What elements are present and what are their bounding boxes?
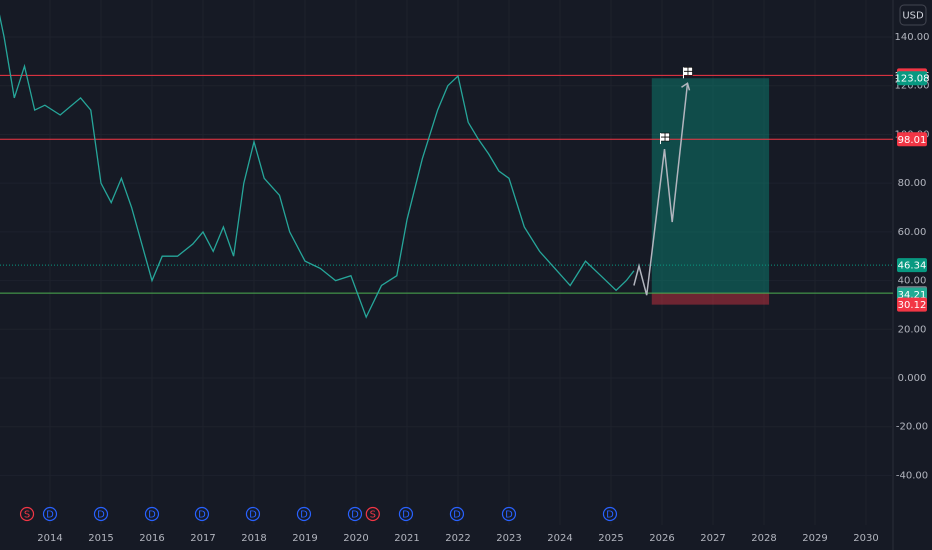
x-tick-label: 2023 — [496, 533, 521, 544]
y-tick-label: -20.00 — [896, 422, 928, 433]
projection — [633, 83, 689, 296]
y-tick-label: 0.000 — [898, 373, 927, 384]
y-tick-label: 80.00 — [898, 178, 927, 189]
event-label: D — [46, 510, 54, 521]
event-label: D — [402, 510, 410, 521]
event-label: D — [351, 510, 359, 521]
event-label: D — [148, 510, 156, 521]
x-tick-label: 2029 — [802, 533, 827, 544]
event-label: D — [505, 510, 513, 521]
x-tick-label: 2024 — [547, 533, 572, 544]
price-badge-label: 123.08 — [895, 74, 930, 85]
y-tick-label: 120.00 — [895, 81, 930, 92]
event-marker — [19, 506, 35, 522]
price-badge — [897, 71, 927, 86]
price-badge — [897, 258, 927, 273]
x-tick-label: 2030 — [853, 533, 878, 544]
event-marker — [296, 506, 312, 522]
x-tick-label: 2025 — [598, 533, 623, 544]
x-tick-label: 2027 — [700, 533, 725, 544]
y-tick-label: 60.00 — [898, 227, 927, 238]
x-tick-label: 2019 — [292, 533, 317, 544]
stop-zone — [651, 293, 770, 305]
event-marker — [365, 506, 380, 522]
price-badge-label: 98.01 — [898, 135, 927, 146]
event-label: D — [453, 510, 461, 521]
event-marker — [42, 506, 58, 522]
x-tick-label: 2022 — [445, 533, 470, 544]
y-tick-label: -40.00 — [896, 470, 928, 481]
x-tick-label: 2015 — [88, 533, 113, 544]
x-tick-label: 2014 — [37, 533, 62, 544]
x-tick-label: 2017 — [190, 533, 215, 544]
price-badge — [897, 132, 927, 147]
price-badge-label: 34.21 — [898, 290, 927, 301]
event-label: D — [249, 510, 257, 521]
price-badge-label: 46.34 — [898, 261, 927, 272]
currency-button[interactable] — [899, 4, 927, 26]
event-marker — [398, 506, 414, 522]
event-label: S — [24, 510, 30, 521]
event-marker — [144, 506, 160, 522]
x-tick-label: 2021 — [394, 533, 419, 544]
event-marker — [449, 506, 465, 522]
price-badge — [897, 297, 927, 312]
flag-check — [683, 67, 693, 76]
event-marker — [347, 506, 363, 522]
price-badge-label: 30.12 — [898, 300, 927, 311]
y-tick-label: 40.00 — [898, 276, 927, 287]
y-tick-label: 20.00 — [898, 324, 927, 335]
event-marker — [194, 506, 210, 522]
event-label: D — [198, 510, 206, 521]
event-marker — [245, 506, 261, 522]
event-label: D — [300, 510, 308, 521]
event-label: D — [606, 510, 614, 521]
x-tick-label: 2016 — [139, 533, 164, 544]
y-tick-label: 140.00 — [895, 32, 930, 43]
event-label: S — [370, 510, 376, 521]
event-label: D — [97, 510, 105, 521]
x-tick-label: 2020 — [343, 533, 368, 544]
target-zone — [651, 78, 770, 294]
event-marker — [501, 506, 517, 522]
event-marker — [602, 506, 618, 522]
x-tick-label: 2028 — [751, 533, 776, 544]
arrow-head — [681, 82, 691, 91]
x-tick-label: 2018 — [241, 533, 266, 544]
event-marker — [93, 506, 109, 522]
x-tick-label: 2026 — [649, 533, 674, 544]
price-line — [0, 14, 635, 319]
currency: USD — [902, 11, 924, 22]
flag-check — [660, 133, 670, 142]
